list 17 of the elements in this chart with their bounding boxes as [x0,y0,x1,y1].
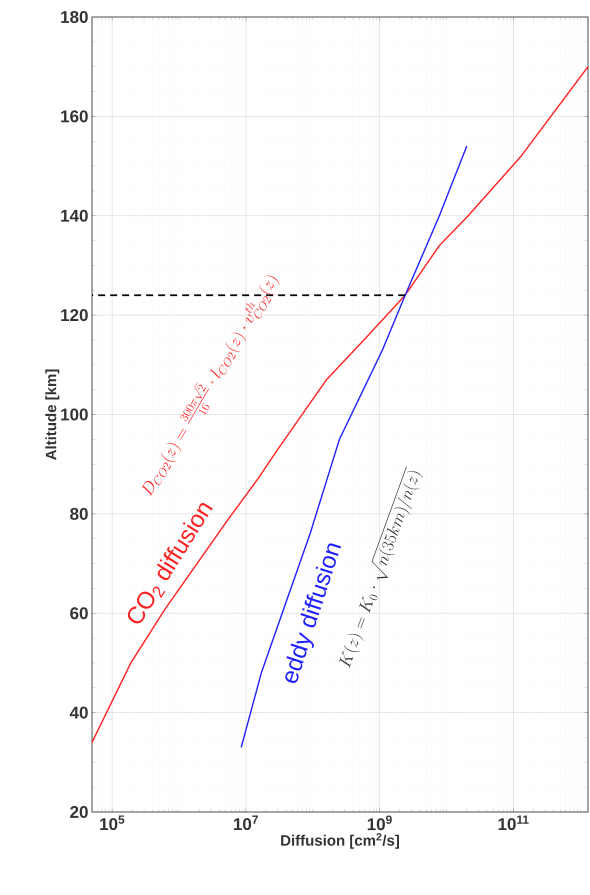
y-tick-label: 40 [70,706,88,719]
y-tick-label: 20 [70,806,88,818]
x-tick-label: 10$^{5}$ [100,816,124,830]
y-tick-label: 60 [70,607,88,620]
annotation: $D_{CO2}(z) = \frac{300\pi\sqrt{2}}{16}\cdot l_{CO2}(z)\cdot v_{CO2}^{th}(z)$ [142,276,280,496]
annotation: $K(z) = K_0\cdot\sqrt{n(35km)/n(z)}$ [339,466,423,668]
y-tick-label: 80 [70,508,88,520]
y-tick-label: 140 [61,210,88,222]
y-tick-label: 120 [61,309,88,322]
y-tick-label: 100 [61,408,88,421]
x-tick-label: 10$^{9}$ [368,816,392,830]
y-tick-label: 160 [61,110,88,122]
x-tick-label: 10$^{11}$ [498,816,529,830]
y-axis-title: Altitude [km] [45,370,60,460]
x-axis-title: Diffusion [cm$^{2}$/s] [281,833,399,849]
x-tick-label: 10$^{7}$ [234,816,258,830]
y-tick-label: 180 [61,10,88,24]
